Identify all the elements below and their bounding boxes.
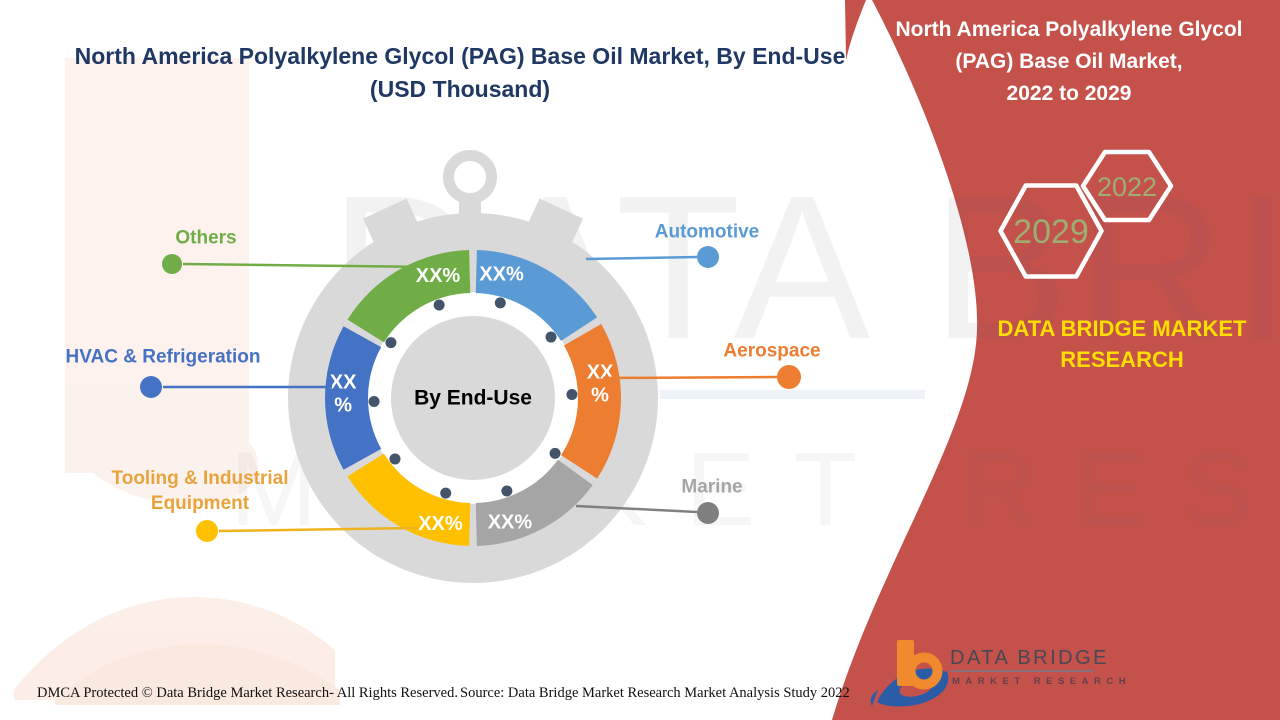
dial-dot [494,297,506,309]
connector-dot-others [162,254,182,274]
legend-label-marine: Marine [681,476,743,498]
segment-value-automotive: XX% [479,263,524,285]
dial-dot [385,337,397,349]
segment-value-hvac: XX% [330,371,357,416]
legend-connectors [140,246,801,542]
logo-wordmark: DATA BRIDGE [950,647,1110,669]
stopwatch-button-right [527,198,584,245]
dial-dot [566,389,578,401]
legend-label-aerospace: Aerospace [723,340,821,362]
segment-aerospace [561,324,621,479]
hexagon-2022 [1080,149,1174,223]
side-panel-title: North America Polyalkylene Glycol (PAG) … [880,14,1258,110]
connector-dot-marine [697,502,719,524]
connector-dot-hvac [140,376,162,398]
source-note: Source: Data Bridge Market Research Mark… [460,685,850,701]
dial-dots [368,297,578,499]
legend-label-automotive: Automotive [654,221,760,243]
hexagon-year-2022: 2022 [1097,172,1157,202]
segment-others [347,250,471,343]
year-hexagons: 2029 2022 [998,149,1174,279]
logo-divider [950,670,1094,672]
page-title: North America Polyalkylene Glycol (PAG) … [60,40,860,106]
segment-marine [475,459,593,546]
brand-line1: DATA BRIDGE MARKET [997,316,1247,341]
dial-dot [433,299,445,311]
dial-center-circle [391,316,555,480]
stopwatch-ring-icon [443,150,497,204]
dial-dot [389,453,401,465]
connector-dot-tooling [196,520,218,542]
connector-line-aerospace [602,375,778,380]
databridge-logo-icon [870,640,949,707]
side-panel-title-line1: North America Polyalkylene Glycol [895,18,1243,41]
segment-value-marine: XX% [488,512,533,534]
dial-dot [549,447,561,459]
connector-line-tooling [218,526,419,533]
legend-label-hvac: HVAC & Refrigeration [65,346,261,368]
donut-segments: XX%XX %XX%XX%XX %XX% [325,250,621,546]
legend-label-tooling: Tooling & Industrial Equipment [111,468,289,514]
side-panel-title-line3: 2022 to 2029 [1006,82,1132,105]
dmca-notice: DMCA Protected © Data Bridge Market Rese… [37,685,458,701]
dial-dot [501,485,513,497]
page-title-line1: North America Polyalkylene Glycol (PAG) … [74,43,846,69]
side-panel-title-line2: (PAG) Base Oil Market, [955,50,1183,73]
connector-line-automotive [585,255,698,261]
brand-line2: RESEARCH [1060,347,1184,372]
connector-dot-automotive [697,246,719,268]
page-title-line2: (USD Thousand) [369,76,551,102]
segment-value-others: XX% [416,265,461,287]
segment-automotive [475,250,598,341]
stopwatch-button-left [362,198,419,245]
side-panel-sliver [845,0,866,60]
dial-dot [368,395,380,407]
brand-name: DATA BRIDGE MARKET RESEARCH [952,313,1280,375]
hexagon-2029 [998,183,1104,279]
dial-dot [440,487,452,499]
segment-tooling [347,453,471,546]
faint-stripe [660,390,925,399]
segment-value-tooling: XX% [418,513,463,535]
connector-line-marine [575,504,698,514]
logo-tagline: MARKET RESEARCH [952,676,1132,687]
segment-hvac [325,326,382,470]
center-label: By End-Use [414,387,532,410]
dial-dot [545,331,557,343]
hexagon-year-2029: 2029 [1013,213,1089,251]
legend-label-others: Others [175,227,237,249]
connector-dot-aerospace [777,365,801,389]
connector-line-others [182,262,433,269]
